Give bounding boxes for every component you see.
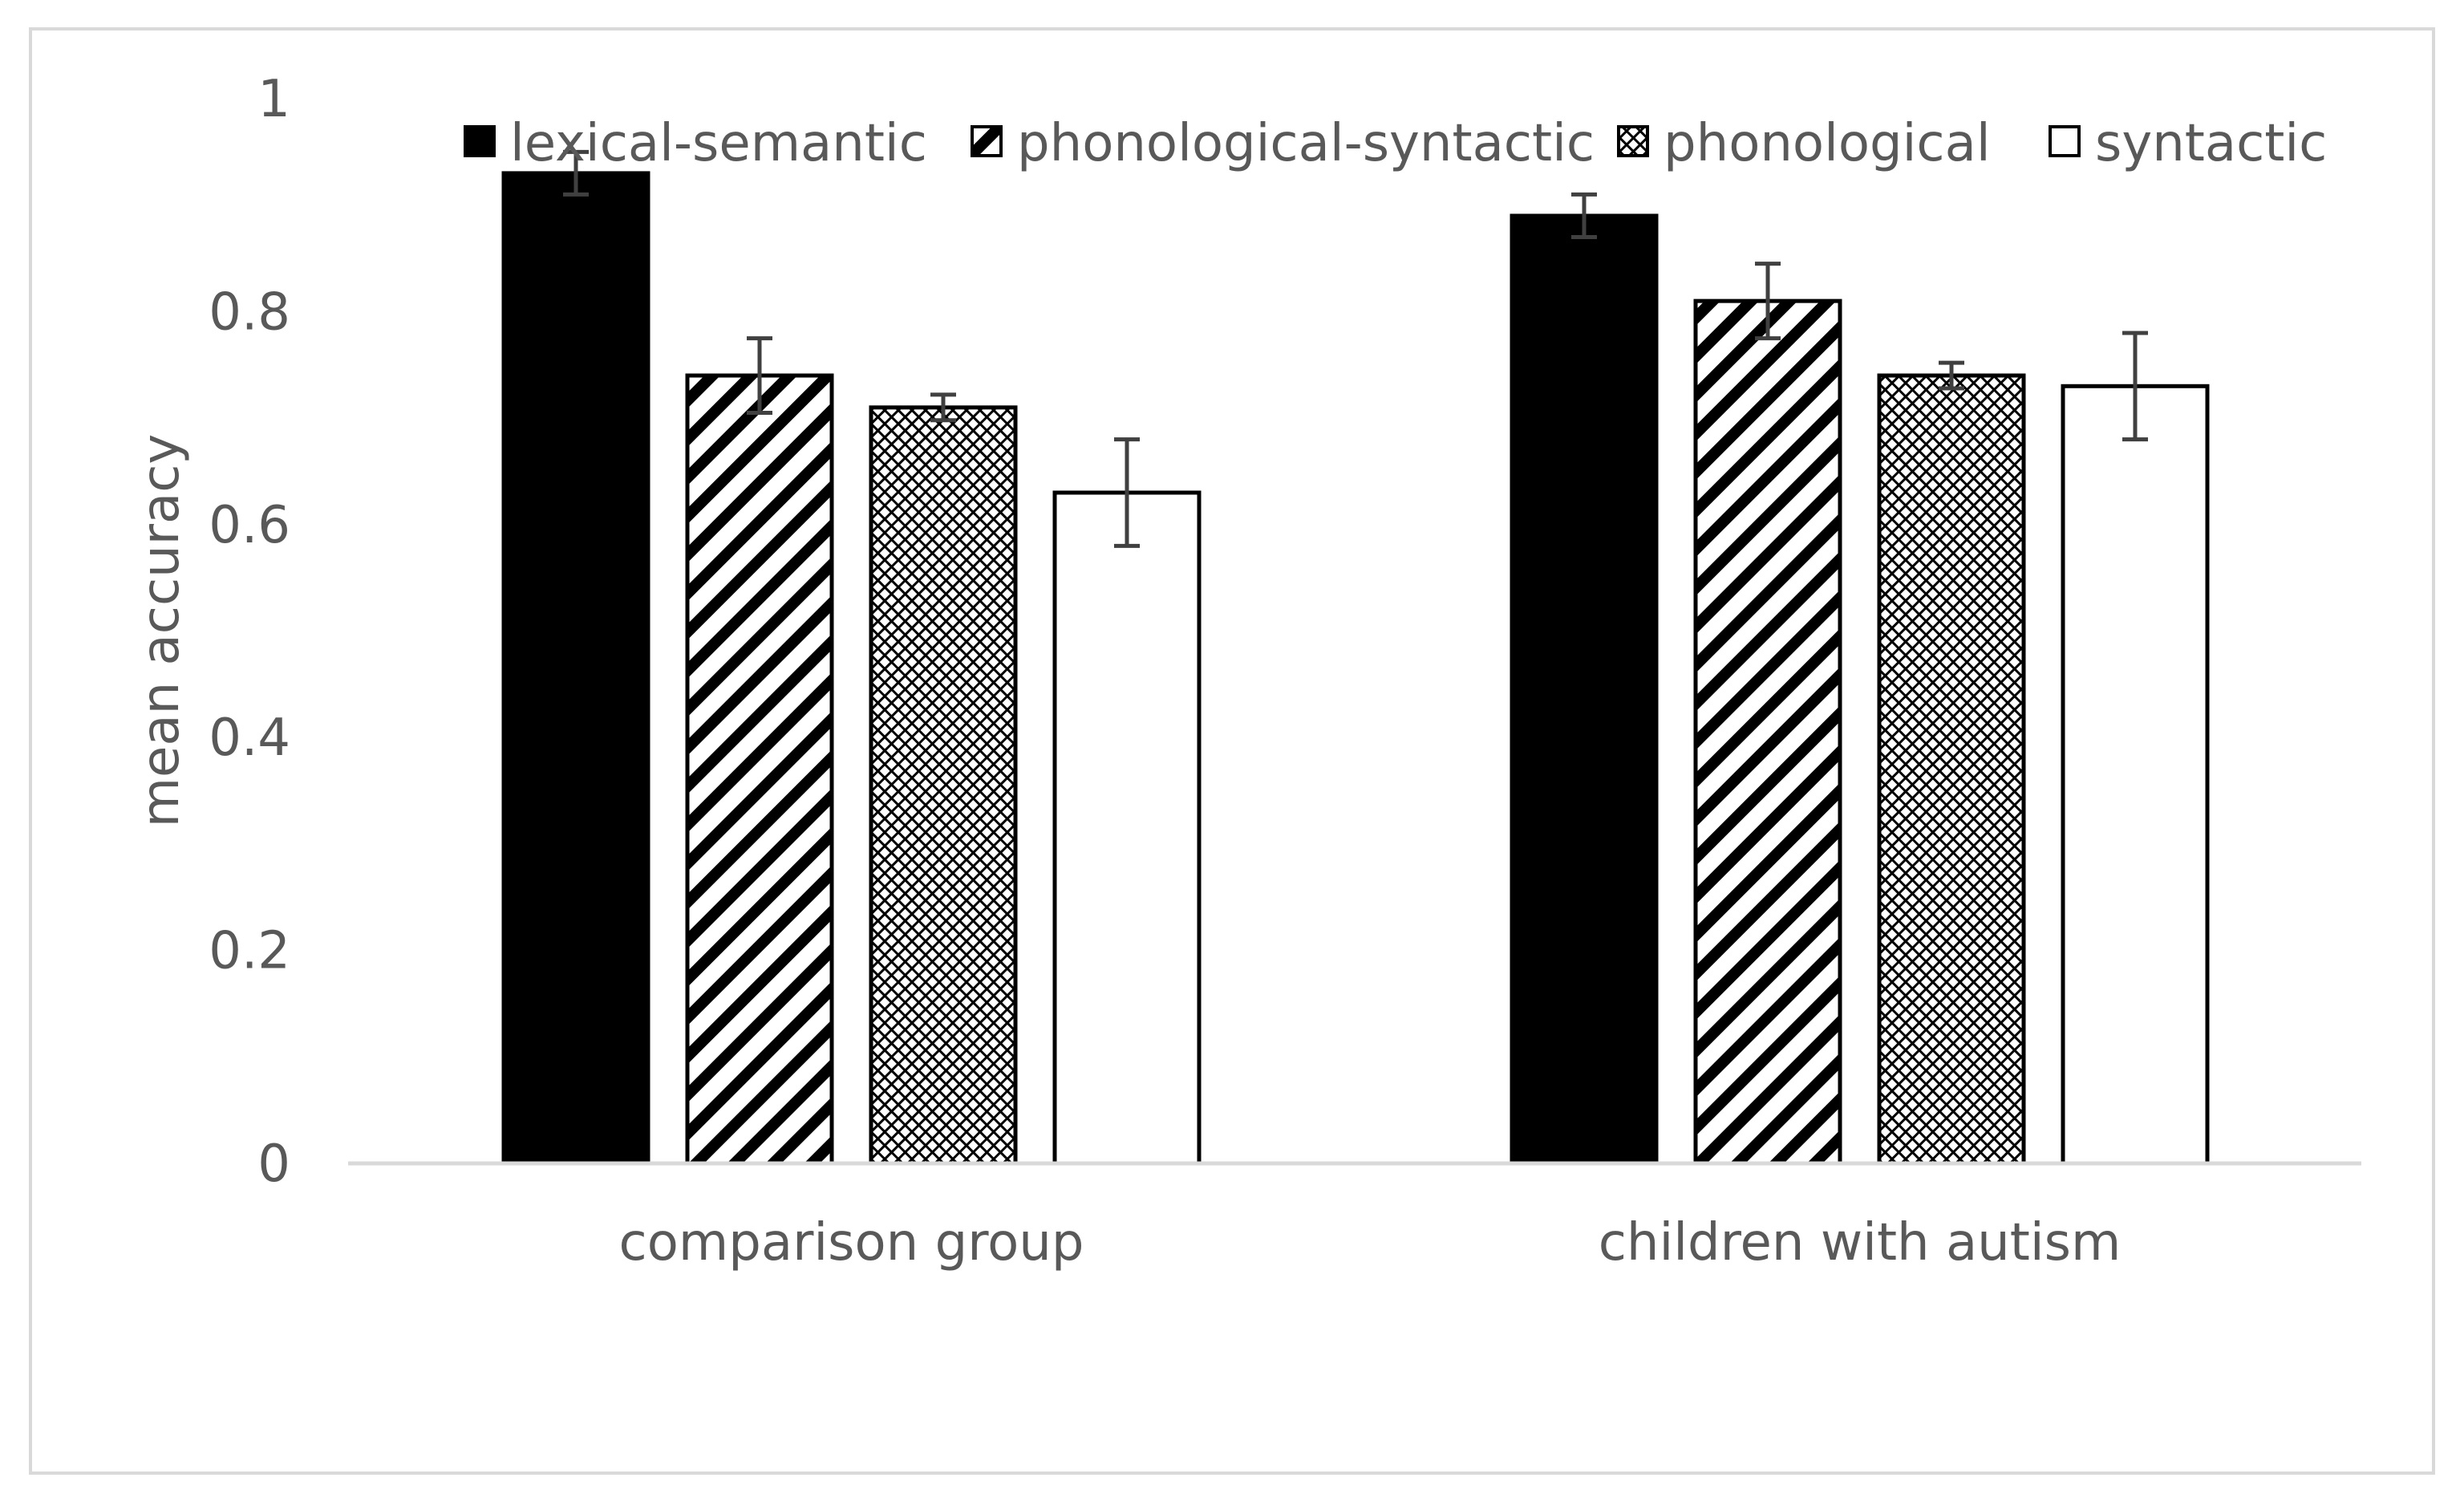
bar-4-1 [1052, 490, 1202, 1166]
y-axis-ticks: 0 0.2 0.4 0.6 0.8 1 [209, 70, 290, 1194]
bar-series [501, 171, 2210, 1166]
legend: lexical-semantic phonological-syntactic ph… [464, 114, 2327, 173]
bar-4-2 [2061, 384, 2210, 1166]
legend-label: lexical-semantic [510, 114, 927, 173]
error-bar [747, 336, 772, 415]
bar-3-1 [869, 405, 1018, 1166]
error-bar [1939, 360, 1964, 391]
y-tick-label: 1 [257, 70, 290, 129]
legend-label: syntactic [2095, 114, 2327, 173]
legend-swatch [971, 125, 1003, 157]
y-tick-label: 0.2 [209, 922, 290, 981]
error-bar [1755, 262, 1781, 341]
y-tick-label: 0.8 [209, 282, 290, 342]
bar-3-2 [1877, 373, 2026, 1166]
legend-label: phonological-syntactic [1017, 114, 1595, 173]
error-bar [563, 149, 589, 197]
x-tick-label: comparison group [619, 1213, 1084, 1273]
legend-swatch [464, 125, 496, 157]
bar-1-2 [1510, 213, 1659, 1166]
bar-1-1 [501, 171, 650, 1166]
legend-swatch [2049, 125, 2081, 157]
legend-label: phonological [1664, 114, 1991, 173]
y-tick-label: 0.4 [209, 708, 290, 768]
error-bar [1114, 437, 1140, 548]
x-tick-label: children with autism [1599, 1213, 2122, 1273]
error-bar [1571, 192, 1597, 240]
x-axis-labels: comparison group children with autism [619, 1213, 2122, 1273]
legend-swatch [1617, 125, 1649, 157]
error-bar [2122, 331, 2148, 442]
error-bars [563, 149, 2148, 548]
chart-frame [29, 27, 2435, 1475]
bar-2-1 [685, 373, 834, 1166]
error-bar [930, 392, 956, 423]
y-tick-label: 0.6 [209, 496, 290, 555]
y-tick-label: 0 [257, 1135, 290, 1194]
y-axis-label: mean accuracy [132, 434, 191, 828]
bar-2-2 [1693, 298, 1842, 1166]
